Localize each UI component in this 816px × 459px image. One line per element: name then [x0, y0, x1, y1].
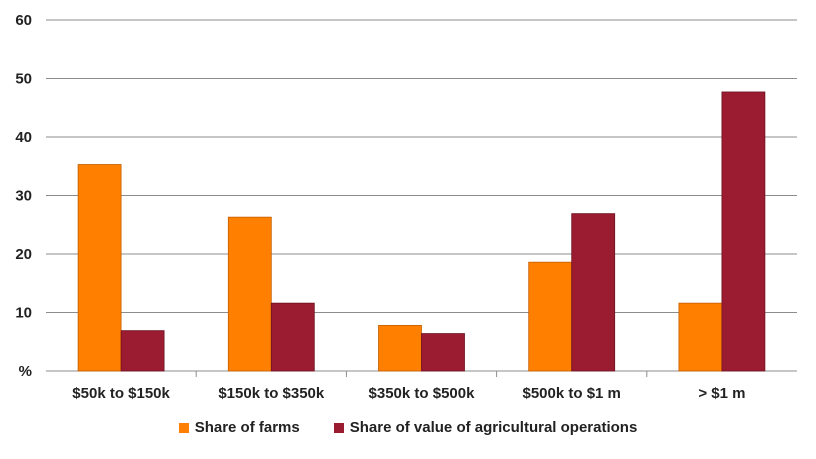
- bar-series-1: [227, 216, 272, 372]
- y-tick-label: 60: [15, 12, 32, 29]
- y-tick-label: 10: [15, 305, 32, 322]
- x-tick-label: $500k to $1 m: [522, 385, 620, 402]
- y-axis-tick-labels: % 10 20 30 40 50 60: [15, 12, 32, 380]
- y-tick-label: 50: [15, 71, 32, 88]
- x-tick-label: > $1 m: [698, 385, 745, 402]
- bar-series-2: [270, 302, 315, 372]
- y-tick-label: 20: [15, 246, 32, 263]
- x-axis-tick-labels: $50k to $150k $150k to $350k $350k to $500…: [72, 371, 745, 402]
- y-tick-label: 40: [15, 129, 32, 146]
- legend-swatch-series-1: [178, 422, 189, 433]
- y-tick-label: %: [19, 363, 32, 380]
- legend-item-series-2: Share of value of agricultural operation…: [333, 419, 638, 436]
- x-tick-label: $350k to $500k: [369, 385, 476, 402]
- bar-series-2: [120, 330, 165, 372]
- legend-label-series-1: Share of farms: [194, 419, 300, 436]
- bar-chart: % 10 20 30 40 50 60 $50k to $150k $150k to $350…: [15, 12, 797, 402]
- bar-series-2: [571, 213, 616, 372]
- legend-item-series-1: Share of farms: [178, 419, 300, 436]
- x-tick-label: $150k to $350k: [218, 385, 325, 402]
- gridlines: [46, 19, 797, 372]
- bar-series-1: [678, 302, 723, 372]
- x-tick-label: $50k to $150k: [72, 385, 170, 402]
- bar-series-2: [421, 333, 465, 372]
- bar-series-1: [378, 324, 422, 372]
- bars: [77, 91, 766, 372]
- legend: Share of farms Share of value of agricul…: [0, 419, 816, 436]
- legend-label-series-2: Share of value of agricultural operation…: [349, 419, 638, 436]
- bar-series-2: [721, 91, 766, 372]
- y-tick-label: 30: [15, 188, 32, 205]
- bar-series-1: [528, 261, 573, 372]
- bar-series-1: [77, 164, 122, 372]
- legend-swatch-series-2: [333, 422, 344, 433]
